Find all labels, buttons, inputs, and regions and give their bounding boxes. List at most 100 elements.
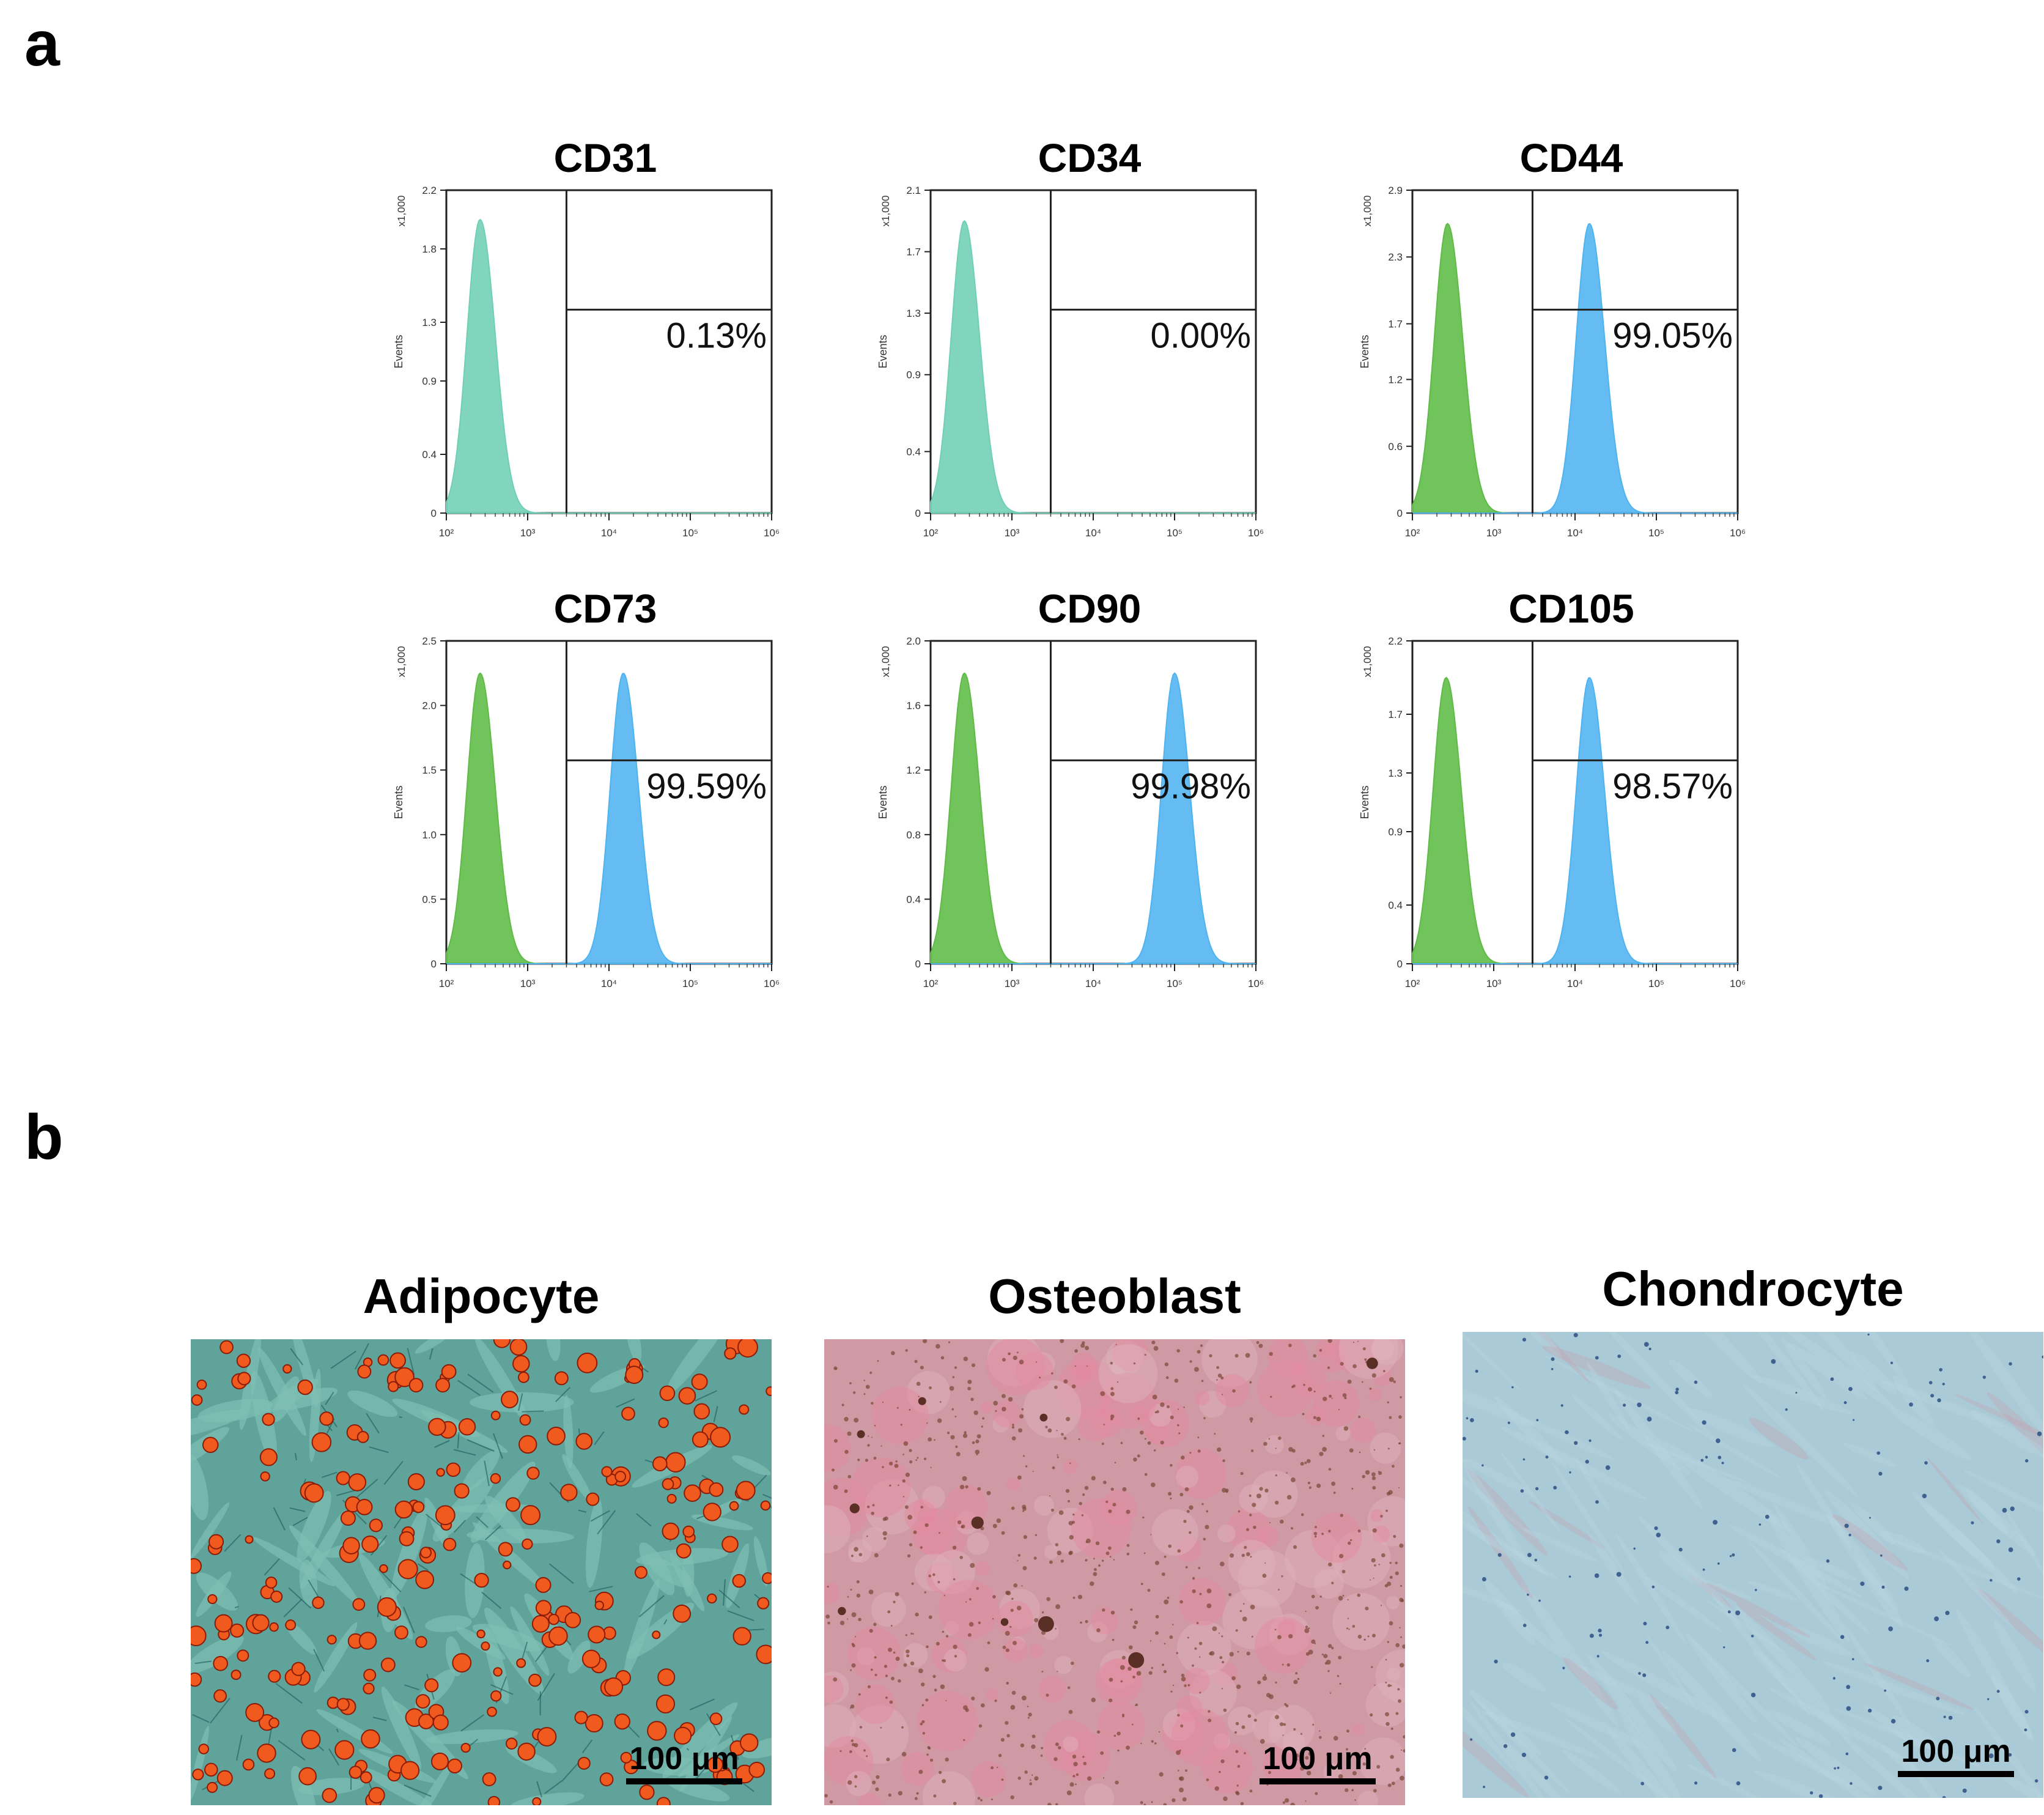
y-tick-label: 0 (1397, 508, 1403, 519)
mineral-deposit (863, 1749, 866, 1752)
cell-body (381, 1687, 421, 1770)
mineral-deposit (1311, 1639, 1316, 1644)
mineral-deposit (1351, 1789, 1354, 1792)
mineral-deposit (1126, 1509, 1131, 1514)
nucleus-dot (1535, 1487, 1539, 1491)
mineral-deposit (1047, 1803, 1052, 1805)
mineral-deposit (1005, 1648, 1009, 1652)
fiber-streak (1656, 1438, 1793, 1532)
mineral-deposit (850, 1704, 855, 1709)
cell-edge (224, 1534, 242, 1552)
fiber-streak (1563, 1717, 1691, 1798)
cell-edge (434, 1440, 450, 1448)
lipid-droplet (535, 1600, 552, 1616)
mineral-deposit (887, 1610, 891, 1614)
mineral-deposit (874, 1656, 877, 1659)
lipid-droplet (577, 1352, 598, 1373)
mineral-deposit (1305, 1610, 1307, 1613)
cell-body (470, 1392, 574, 1413)
lipid-droplet (662, 1478, 674, 1490)
lipid-droplet (363, 1682, 375, 1695)
cell-edge (616, 1398, 635, 1408)
nucleus-dot (1723, 1646, 1725, 1649)
mineral-deposit (1147, 1589, 1151, 1592)
fiber-streak (1497, 1600, 1566, 1660)
lipid-droplet (676, 1543, 692, 1559)
mineral-deposit (1216, 1366, 1220, 1369)
mineral-deposit (1036, 1361, 1038, 1363)
mineral-deposit (1314, 1643, 1316, 1644)
fiber-streak (1463, 1458, 1534, 1496)
lipid-droplet (505, 1497, 520, 1512)
nucleus-dot (1881, 1585, 1885, 1589)
stain-patch (1077, 1407, 1112, 1441)
mineral-deposit (1311, 1594, 1315, 1599)
stain-patch (904, 1499, 937, 1532)
mineral-deposit (1085, 1541, 1088, 1543)
lipid-droplet (363, 1668, 377, 1682)
lipid-droplet (245, 1535, 254, 1544)
cell-edge (418, 1563, 429, 1572)
mineral-deposit (1189, 1452, 1192, 1454)
mineral-deposit (1136, 1671, 1142, 1676)
nucleus-dot (1588, 1439, 1592, 1442)
y-tick-label: 2.0 (422, 700, 437, 712)
mineral-deposit (1343, 1426, 1349, 1431)
mineral-deposit (1384, 1584, 1389, 1588)
mineral-deposit (1133, 1362, 1136, 1365)
mineral-deposit (1274, 1628, 1277, 1631)
mineral-deposit (850, 1739, 854, 1742)
mineral-deposit (1389, 1621, 1393, 1625)
mineral-deposit (1346, 1729, 1349, 1733)
cell-edge (663, 1619, 668, 1625)
fiber-streak (1522, 1528, 1598, 1562)
fiber-streak (1842, 1735, 1946, 1798)
mineral-deposit (1208, 1718, 1212, 1723)
mineral-deposit (945, 1699, 947, 1702)
mineral-deposit (1270, 1395, 1272, 1398)
lipid-droplet (368, 1787, 385, 1804)
stain-patch (1038, 1676, 1066, 1703)
mineral-deposit (1054, 1385, 1058, 1389)
mineral-deposit (1313, 1416, 1316, 1419)
mineral-deposit (1345, 1788, 1349, 1792)
cell-edge (686, 1748, 689, 1751)
nucleus-dot (1648, 1347, 1651, 1351)
mineral-deposit (868, 1589, 874, 1595)
mineral-deposit (850, 1589, 852, 1591)
mineral-deposit (1144, 1473, 1148, 1476)
fiber-streak (1669, 1359, 1713, 1398)
lipid-droplet (336, 1471, 350, 1485)
stain-patch (1201, 1339, 1258, 1388)
lipid-droplet (428, 1418, 446, 1436)
lipid-droplet (710, 1427, 731, 1448)
fiber-streak (1753, 1770, 1876, 1798)
mineral-deposit (1269, 1351, 1273, 1356)
cell-edge (453, 1449, 476, 1456)
mineral-deposit (909, 1460, 913, 1464)
mineral-deposit (851, 1612, 857, 1617)
mineral-deposit (1235, 1629, 1238, 1632)
nucleus-dot (1694, 1781, 1698, 1785)
mineral-deposit (1403, 1749, 1405, 1753)
lipid-droplet (257, 1743, 276, 1763)
mineral-deposit (1167, 1492, 1172, 1496)
mineral-deposit (1085, 1345, 1090, 1350)
fiber-streak (1710, 1592, 1812, 1717)
mineral-deposit (1199, 1592, 1202, 1595)
mineral-deposit (956, 1452, 961, 1457)
cell-edge (594, 1431, 605, 1446)
nucleus-dot (1589, 1633, 1594, 1638)
mineral-deposit (943, 1594, 945, 1597)
mineral-deposit (932, 1674, 936, 1679)
lipid-droplet (454, 1483, 470, 1499)
lipid-droplet (503, 1560, 512, 1570)
mineral-deposit (1321, 1654, 1324, 1655)
mineral-deposit (1305, 1652, 1310, 1656)
lipid-droplet (691, 1373, 708, 1391)
mineral-deposit (1331, 1581, 1334, 1584)
mineral-deposit (1143, 1552, 1146, 1554)
lipid-droplet (191, 1625, 207, 1646)
lipid-droplet (352, 1598, 366, 1611)
